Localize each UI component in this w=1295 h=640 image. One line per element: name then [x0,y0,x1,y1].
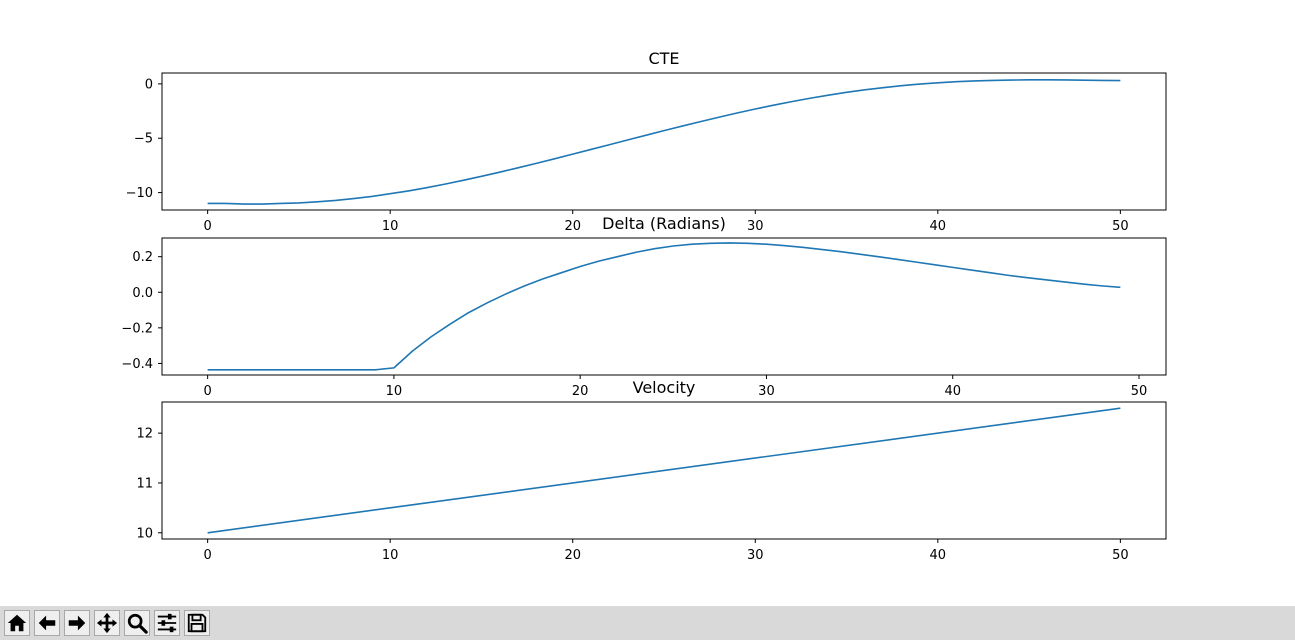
back-button[interactable] [34,610,60,636]
velocity-y-tick-label: 11 [136,476,153,491]
figure: 0 10 20 30 40 50 −10 −5 0 CTE 0 10 20 30 40 50 −0.4 −0.2… [121,49,1167,563]
delta-x-tick-label: 10 [386,384,403,399]
forward-button[interactable] [64,610,90,636]
velocity-x-tick-label: 50 [1112,548,1129,563]
configure-subplots-button[interactable] [154,610,180,636]
delta-x-tick-label: 30 [758,384,775,399]
cte-x-tick-label: 0 [203,219,211,234]
cte-axes[interactable]: 0 10 20 30 40 50 −10 −5 0 CTE [126,49,1167,234]
velocity-y-tick-label: 10 [136,526,153,541]
cte-series-line-0 [207,79,1121,205]
floppy-disk-icon [187,613,207,633]
velocity-x-tick-label: 10 [382,548,399,563]
velocity-x-tick-label: 0 [203,548,211,563]
delta-y-tick-label: −0.2 [121,321,153,336]
delta-axes[interactable]: 0 10 20 30 40 50 −0.4 −0.2 0.0 0.2 Delta (Radians) [121,214,1167,399]
velocity-axes-frame [161,401,1167,540]
magnifier-icon [127,613,148,634]
velocity-series-line-0 [207,407,1121,534]
delta-x-tick-label: 50 [1131,384,1148,399]
cte-y-tick-label: 0 [145,77,153,92]
cte-axes-frame [161,72,1167,211]
delta-y-tick-label: 0.0 [132,286,153,301]
delta-axes-frame [161,237,1167,376]
delta-x-tick-label: 40 [944,384,961,399]
velocity-y-tick-label: 12 [136,427,153,442]
cte-x-tick-label: 30 [747,219,764,234]
cte-x-tick-label: 40 [930,219,947,234]
move-icon [96,612,118,634]
home-button[interactable] [4,610,30,636]
velocity-x-tick-label: 20 [564,548,581,563]
sliders-icon [157,613,177,633]
cte-x-tick-label: 50 [1112,219,1129,234]
delta-y-tick-label: 0.2 [132,250,153,265]
cte-x-tick-label: 20 [564,219,581,234]
arrow-right-icon [68,615,86,631]
pan-button[interactable] [94,610,120,636]
delta-x-tick-label: 20 [572,384,589,399]
cte-title: CTE [648,49,679,68]
navigation-toolbar [0,606,1295,640]
save-button[interactable] [184,610,210,636]
velocity-title: Velocity [633,378,696,397]
velocity-x-tick-label: 40 [930,548,947,563]
cte-y-tick-label: −5 [134,132,153,147]
velocity-axes[interactable]: 0 10 20 30 40 50 10 11 12 Velocity [136,378,1167,563]
delta-x-tick-label: 0 [203,384,211,399]
zoom-button[interactable] [124,610,150,636]
velocity-x-tick-label: 30 [747,548,764,563]
arrow-left-icon [38,615,56,631]
delta-y-tick-label: −0.4 [121,357,153,372]
home-icon [7,614,27,632]
cte-y-tick-label: −10 [126,186,153,201]
delta-title: Delta (Radians) [602,214,726,233]
cte-x-tick-label: 10 [382,219,399,234]
delta-series-line-0 [207,242,1121,371]
